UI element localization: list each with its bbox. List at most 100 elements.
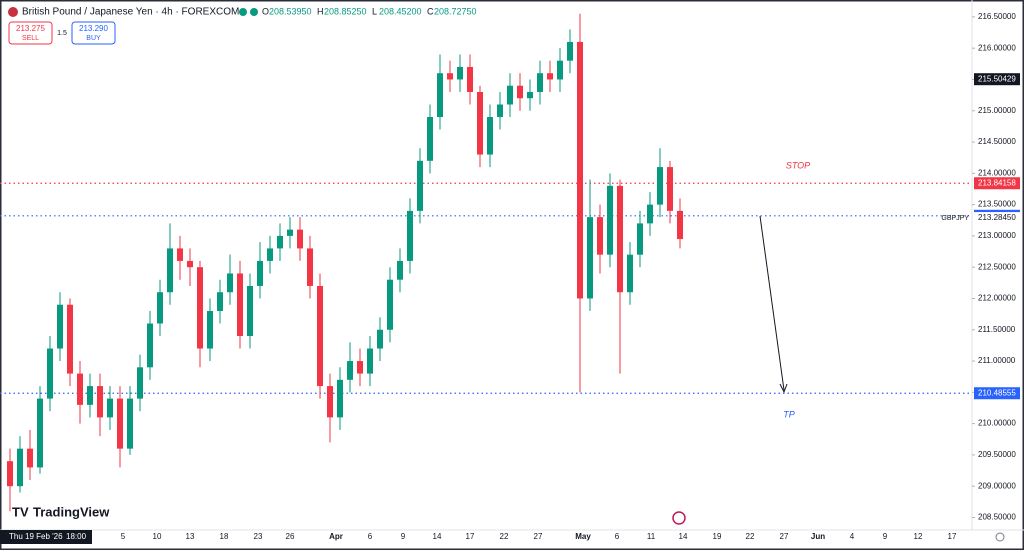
candle-body: [397, 260, 403, 280]
x-tick-label: 17: [948, 532, 957, 541]
branding: TradingView: [33, 504, 110, 519]
status-dot: [250, 8, 258, 16]
candle-body: [597, 217, 603, 255]
candle-body: [157, 292, 163, 324]
x-tick-label: 11: [647, 532, 656, 541]
symbol-tag: GBPJPY: [941, 215, 969, 222]
candle-body: [437, 73, 443, 118]
ohlc-value: 208.72750: [434, 6, 477, 16]
candle-body: [327, 386, 333, 418]
candle-body: [247, 285, 253, 337]
candle-body: [567, 41, 573, 61]
x-tick-label: 6: [368, 532, 373, 541]
x-tick-label: Jun: [811, 532, 825, 541]
candle-body: [557, 60, 563, 80]
y-tick-label: 211.00000: [978, 356, 1016, 365]
candle-body: [637, 223, 643, 255]
candle-body: [27, 448, 33, 468]
y-tick-label: 212.50000: [978, 262, 1016, 271]
candle-body: [77, 373, 83, 405]
candle-body: [17, 448, 23, 487]
y-tick-label: 209.00000: [978, 481, 1016, 490]
x-tick-label: 22: [500, 532, 509, 541]
price-badge-label: 213.84158: [978, 178, 1016, 187]
candle-body: [217, 292, 223, 311]
candle-body: [347, 361, 353, 380]
buy-price: 213.290: [79, 24, 108, 33]
annotation: STOP: [786, 160, 810, 170]
spread: 1.5: [57, 30, 67, 37]
candle-body: [257, 260, 263, 286]
candle-body: [547, 73, 553, 80]
candle-body: [677, 210, 683, 240]
x-tick-label: May: [575, 532, 591, 541]
price-badge-label: 210.48555: [978, 388, 1016, 397]
candle-body: [127, 398, 133, 449]
y-tick-label: 214.00000: [978, 168, 1016, 177]
x-tick-label: 27: [534, 532, 543, 541]
x-tick-label: 27: [780, 532, 789, 541]
candle-body: [607, 185, 613, 255]
candle-body: [377, 329, 383, 349]
symbol-title: British Pound / Japanese Yen · 4h · FORE…: [22, 7, 239, 18]
date-label: Thu 19 Feb '26: [9, 532, 63, 541]
candle-body: [137, 367, 143, 399]
price-badge: [974, 212, 1020, 225]
price-badge: [974, 387, 1020, 400]
candle-body: [307, 248, 313, 286]
y-tick-label: 215.00000: [978, 106, 1016, 115]
candle-body: [167, 248, 173, 293]
candle-body: [227, 273, 233, 293]
candle-body: [367, 348, 373, 374]
y-tick-label: 210.00000: [978, 419, 1016, 428]
y-tick-label: 214.50000: [978, 137, 1016, 146]
arrow-head: [779, 383, 788, 394]
x-tick-label: 18: [220, 532, 229, 541]
status-dot: [239, 8, 247, 16]
candle-body: [487, 117, 493, 155]
candle-body: [87, 386, 93, 405]
candle-body: [37, 398, 43, 468]
settings-icon[interactable]: [995, 532, 1005, 542]
candle-body: [537, 73, 543, 92]
date-badge: [0, 530, 92, 544]
logo-mark: TV: [12, 504, 29, 519]
candle-body: [337, 379, 343, 418]
ohlc-value: 208.85250: [324, 6, 367, 16]
candle-body: [587, 217, 593, 299]
x-tick-label: 23: [254, 532, 263, 541]
candle-body: [617, 185, 623, 293]
candle-body: [657, 167, 663, 205]
time-label: 18:00: [66, 532, 87, 541]
x-tick-label: 4: [850, 532, 855, 541]
sell-button[interactable]: [8, 21, 53, 45]
x-tick-label: 13: [186, 532, 195, 541]
x-tick-label: Apr: [329, 532, 343, 541]
y-tick-label: 212.00000: [978, 294, 1016, 303]
candle-body: [287, 229, 293, 236]
candle-body: [627, 254, 633, 293]
buy-button[interactable]: [71, 21, 116, 45]
ohlc-value: 208.53950: [269, 6, 312, 16]
price-badge-label: 213.28450: [978, 213, 1016, 222]
symbol-icon: [8, 7, 18, 17]
y-tick-label: 211.50000: [978, 325, 1016, 334]
price-badge: [974, 73, 1020, 86]
x-tick-label: 12: [914, 532, 923, 541]
candle-body: [97, 386, 103, 418]
sell-price: 213.275: [16, 24, 45, 33]
candle-body: [477, 91, 483, 155]
ohlc-value: 208.45200: [379, 6, 422, 16]
candle-body: [237, 273, 243, 337]
candle-body: [467, 66, 473, 92]
candle-body: [107, 398, 113, 418]
candle-body: [417, 160, 423, 211]
event-icon[interactable]: [672, 511, 686, 525]
annotation: TP: [783, 409, 795, 419]
candle-body: [197, 267, 203, 349]
candle-body: [507, 85, 513, 105]
candle-body: [177, 248, 183, 261]
candle-body: [277, 235, 283, 249]
